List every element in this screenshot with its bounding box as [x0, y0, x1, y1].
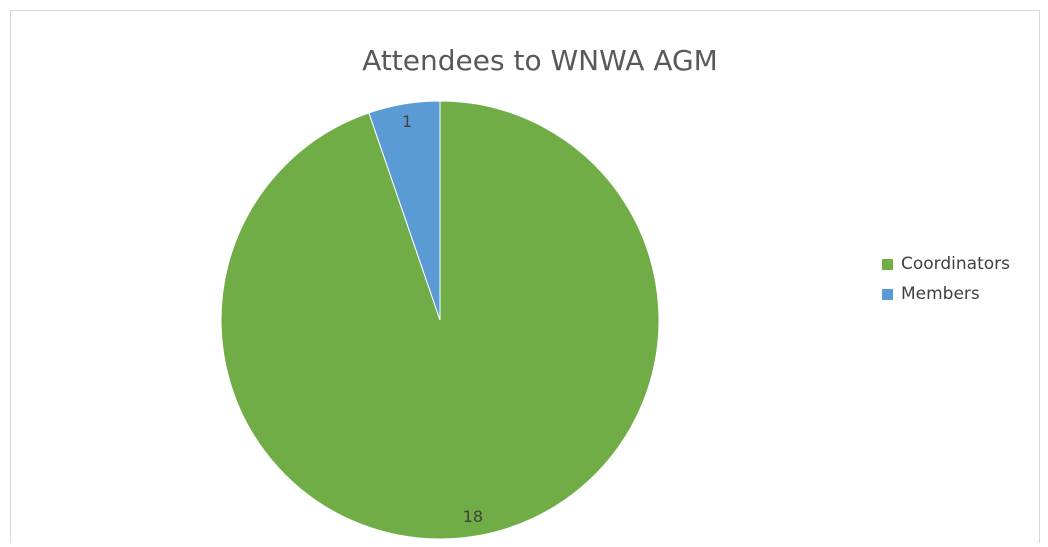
data-label: 1: [402, 112, 412, 131]
data-label: 18: [463, 507, 483, 526]
legend-swatch: [882, 289, 893, 300]
legend-swatch: [882, 259, 893, 270]
legend-label: Members: [901, 284, 980, 304]
legend-label: Coordinators: [901, 254, 1010, 274]
pie-slice: [368, 100, 441, 321]
chart-title: Attendees to WNWA AGM: [362, 44, 718, 77]
